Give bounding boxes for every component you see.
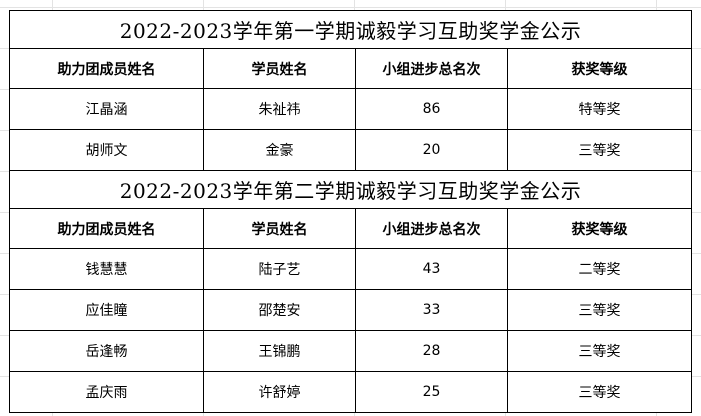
cell-student-name: 许舒婷 [203, 371, 356, 413]
table-row: 应佳瞳 邵楚安 33 三等奖 [9, 289, 692, 331]
cell-student-name: 朱祉祎 [203, 88, 356, 130]
cell-award-level: 三等奖 [507, 129, 692, 171]
table-row: 孟庆雨 许舒婷 25 三等奖 [9, 371, 692, 413]
cell-helper-name: 岳逢畅 [9, 330, 204, 372]
cell-award-level: 三等奖 [507, 330, 692, 372]
header-row: 助力团成员姓名 学员姓名 小组进步总名次 获奖等级 [9, 48, 692, 89]
cell-helper-name: 钱慧慧 [9, 248, 204, 290]
title-row: 2022-2023学年第一学期诚毅学习互助奖学金公示 [9, 10, 692, 49]
table-row: 钱慧慧 陆子艺 43 二等奖 [9, 248, 692, 290]
cell-student-name: 金豪 [203, 129, 356, 171]
cell-helper-name: 应佳瞳 [9, 289, 204, 331]
cell-helper-name: 孟庆雨 [9, 371, 204, 413]
cell-helper-name: 江晶涵 [9, 88, 204, 130]
cell-group-progress-rank: 25 [355, 371, 508, 413]
column-header-group-progress-rank: 小组进步总名次 [355, 208, 508, 249]
scholarship-table: 2022-2023学年第一学期诚毅学习互助奖学金公示 助力团成员姓名 学员姓名 小组进… [9, 10, 692, 413]
section-title: 2022-2023学年第一学期诚毅学习互助奖学金公示 [9, 10, 692, 49]
column-header-award-level: 获奖等级 [507, 208, 692, 249]
cell-group-progress-rank: 43 [355, 248, 508, 290]
cell-award-level: 二等奖 [507, 248, 692, 290]
cell-group-progress-rank: 86 [355, 88, 508, 130]
column-header-group-progress-rank: 小组进步总名次 [355, 48, 508, 89]
cell-student-name: 陆子艺 [203, 248, 356, 290]
cell-helper-name: 胡师文 [9, 129, 204, 171]
cell-award-level: 特等奖 [507, 88, 692, 130]
column-header-helper-name: 助力团成员姓名 [9, 208, 204, 249]
cell-group-progress-rank: 33 [355, 289, 508, 331]
title-row: 2022-2023学年第二学期诚毅学习互助奖学金公示 [9, 170, 692, 209]
cell-student-name: 王锦鹏 [203, 330, 356, 372]
header-row: 助力团成员姓名 学员姓名 小组进步总名次 获奖等级 [9, 208, 692, 249]
cell-group-progress-rank: 20 [355, 129, 508, 171]
cell-award-level: 三等奖 [507, 371, 692, 413]
table-row: 江晶涵 朱祉祎 86 特等奖 [9, 88, 692, 130]
section-title: 2022-2023学年第二学期诚毅学习互助奖学金公示 [9, 170, 692, 209]
column-header-award-level: 获奖等级 [507, 48, 692, 89]
cell-award-level: 三等奖 [507, 289, 692, 331]
column-header-student-name: 学员姓名 [203, 48, 356, 89]
table-row: 胡师文 金豪 20 三等奖 [9, 129, 692, 171]
table-row: 岳逢畅 王锦鹏 28 三等奖 [9, 330, 692, 372]
column-header-student-name: 学员姓名 [203, 208, 356, 249]
column-header-helper-name: 助力团成员姓名 [9, 48, 204, 89]
cell-student-name: 邵楚安 [203, 289, 356, 331]
cell-group-progress-rank: 28 [355, 330, 508, 372]
